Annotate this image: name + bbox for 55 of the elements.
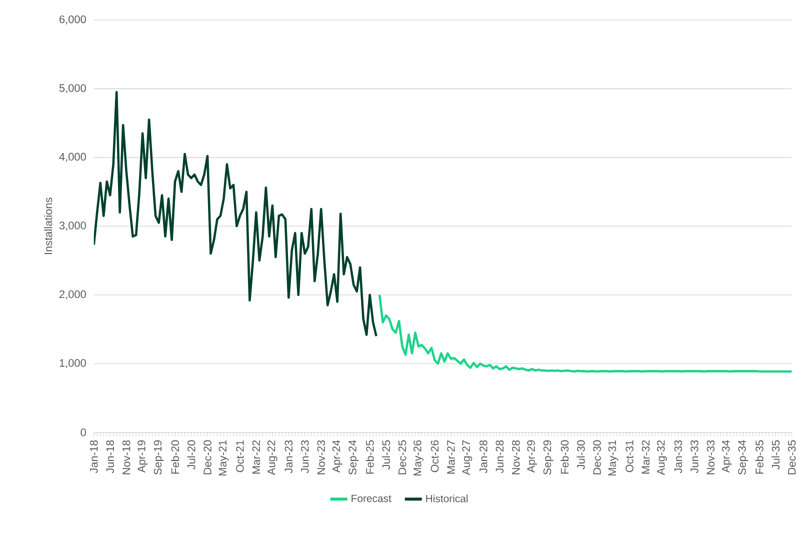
x-tick-label: Oct-26 bbox=[430, 440, 439, 472]
x-tick-label: Jan-28 bbox=[480, 440, 488, 474]
x-tick-label: Jul-30 bbox=[576, 440, 585, 470]
x-tick-label: Feb-30 bbox=[560, 440, 569, 474]
x-tick-label: Dec-35 bbox=[788, 440, 796, 474]
x-tick-label: Jul-25 bbox=[382, 440, 390, 470]
x-tick-label: Feb-25 bbox=[366, 440, 374, 474]
x-tick-label: Mar-32 bbox=[642, 440, 650, 474]
x-tick-label: Jun-18 bbox=[106, 440, 114, 474]
y-tick-label: 0 bbox=[80, 428, 86, 436]
y-tick-label: 3,000 bbox=[59, 222, 86, 231]
y-tick-label: 2,000 bbox=[60, 290, 86, 300]
x-tick-label: Mar-22 bbox=[252, 440, 260, 474]
x-tick-label: Jan-33 bbox=[674, 440, 682, 474]
x-tick-label: Apr-19 bbox=[138, 440, 148, 473]
x-tick-label: Aug-32 bbox=[657, 440, 667, 476]
x-tick-label: Sep-19 bbox=[154, 440, 164, 475]
x-tick-label: Nov-28 bbox=[512, 440, 520, 474]
x-tick-label: Apr-24 bbox=[332, 440, 342, 473]
y-axis-title: Installations bbox=[44, 198, 52, 254]
x-tick-label: Aug-22 bbox=[267, 440, 278, 476]
x-tick-label: Jan-18 bbox=[90, 440, 98, 474]
x-tick-label: Apr-34 bbox=[722, 440, 732, 473]
x-tick-label: Sep-29 bbox=[543, 440, 554, 475]
x-tick-label: Dec-20 bbox=[204, 440, 212, 474]
x-tick-label: May-26 bbox=[414, 440, 424, 476]
legend-label: Forecast bbox=[352, 494, 392, 502]
x-tick-label: Dec-25 bbox=[398, 440, 406, 474]
x-tick-label: Nov-18 bbox=[122, 440, 130, 474]
x-tick-label: Dec-30 bbox=[593, 440, 601, 474]
x-tick-label: Jun-33 bbox=[690, 440, 698, 474]
x-tick-label: Jan-23 bbox=[284, 440, 293, 474]
legend-label: Historical bbox=[426, 494, 468, 502]
y-tick-label: 1,000 bbox=[60, 359, 86, 368]
x-tick-label: Jun-23 bbox=[301, 440, 309, 474]
x-tick-label: Sep-34 bbox=[738, 440, 748, 475]
y-tick-label: 6,000 bbox=[60, 15, 86, 24]
x-tick-label: May-21 bbox=[218, 440, 229, 476]
x-tick-label: Sep-24 bbox=[348, 440, 359, 475]
x-tick-label: Aug-27 bbox=[462, 440, 472, 476]
x-tick-label: Jun-28 bbox=[496, 440, 504, 474]
x-tick-label: Feb-20 bbox=[171, 440, 180, 474]
x-tick-label: Nov-33 bbox=[706, 440, 715, 474]
x-tick-label: May-31 bbox=[608, 440, 618, 476]
x-tick-label: Nov-23 bbox=[317, 440, 325, 474]
x-tick-label: Oct-21 bbox=[236, 440, 244, 472]
x-tick-label: Apr-29 bbox=[527, 440, 538, 473]
line-series bbox=[94, 90, 378, 338]
x-tick-label: Jul-35 bbox=[772, 440, 780, 470]
x-tick-label: Jul-20 bbox=[187, 440, 196, 470]
x-tick-label: Oct-31 bbox=[626, 440, 634, 472]
x-tick-label: Mar-27 bbox=[447, 440, 455, 474]
y-tick-label: 5,000 bbox=[59, 84, 86, 94]
y-tick-label: 4,000 bbox=[59, 152, 86, 162]
x-tick-label: Feb-35 bbox=[755, 440, 764, 474]
